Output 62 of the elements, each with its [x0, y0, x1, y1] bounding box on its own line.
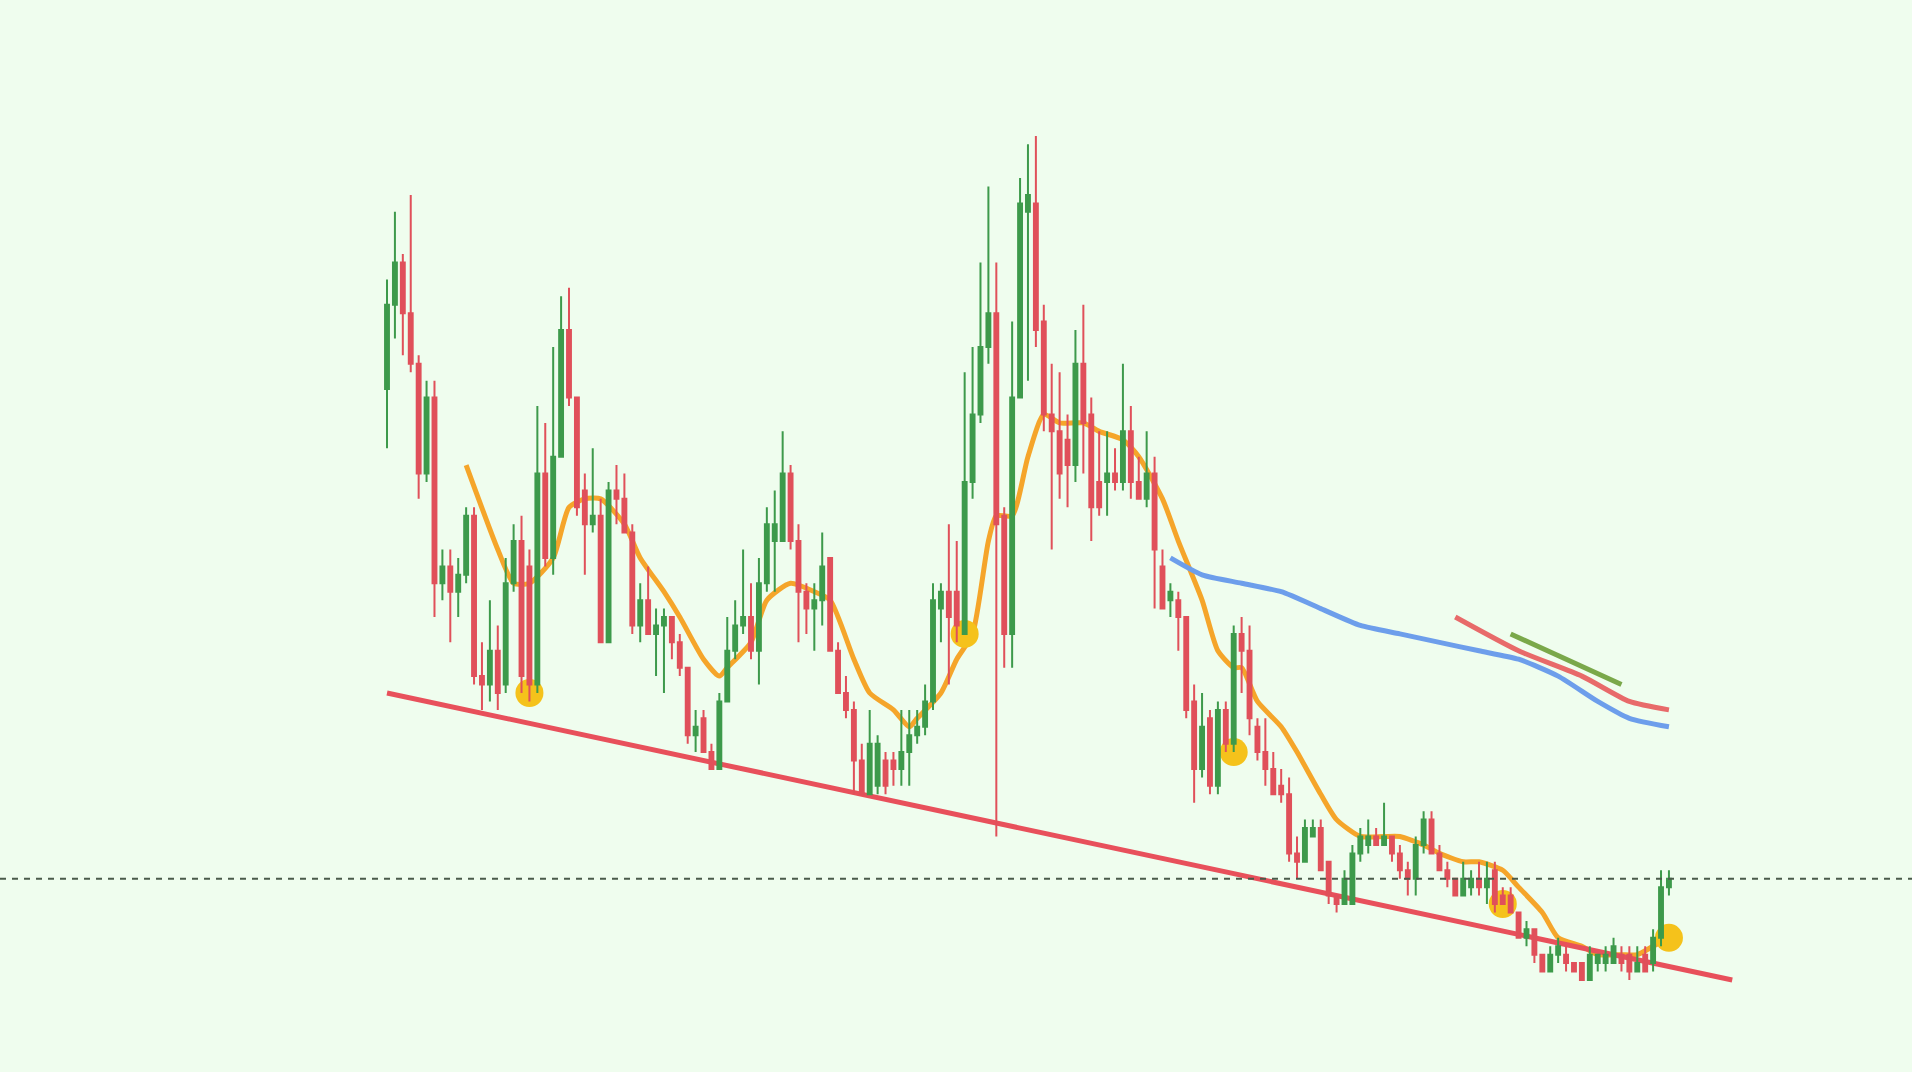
candlestick	[1602, 945, 1609, 973]
candlestick	[890, 751, 897, 787]
candlestick	[1484, 860, 1490, 906]
candlestick	[439, 548, 446, 602]
candlestick	[898, 708, 905, 787]
candlestick	[1460, 860, 1467, 897]
candlestick	[494, 624, 501, 711]
candlestick	[1555, 936, 1562, 965]
candlestick	[1151, 455, 1158, 610]
candlestick	[1491, 860, 1498, 914]
candlestick	[1104, 430, 1111, 517]
candlestick	[534, 405, 541, 694]
candlestick	[1610, 936, 1617, 965]
candlestick	[1143, 430, 1150, 509]
candlestick	[692, 708, 699, 754]
candlestick	[1563, 945, 1569, 973]
candlestick	[1207, 708, 1213, 796]
candlestick	[1468, 869, 1475, 897]
candlestick	[637, 582, 644, 644]
candlestick	[1199, 692, 1205, 779]
candlestick	[589, 447, 596, 534]
candlestick	[1301, 818, 1308, 863]
candlestick	[1381, 801, 1387, 846]
candlestick	[1222, 700, 1229, 754]
candlestick	[447, 548, 454, 644]
candlestick	[1262, 717, 1269, 787]
candlestick	[1531, 928, 1538, 965]
candlestick	[1618, 945, 1625, 973]
candlestick	[597, 497, 604, 644]
candlestick	[882, 751, 889, 796]
candlestick	[1246, 624, 1253, 737]
candlestick	[906, 708, 913, 787]
candlestick	[1230, 624, 1237, 754]
candlestick	[1523, 919, 1530, 948]
candlestick	[613, 464, 620, 526]
candlestick	[1452, 877, 1459, 897]
candlestick	[866, 708, 873, 796]
candlestick	[542, 421, 549, 568]
candlestick	[486, 599, 493, 703]
candlestick	[605, 480, 612, 644]
candlestick	[1594, 953, 1601, 973]
candlestick	[1476, 860, 1482, 897]
candlestick	[1373, 827, 1380, 846]
candlestick	[1072, 329, 1079, 483]
candlestick	[748, 582, 754, 661]
candlestick	[423, 379, 430, 483]
candlestick	[1167, 582, 1174, 619]
candlestick	[431, 379, 438, 619]
candlestick	[1547, 945, 1554, 973]
candlestick	[1578, 962, 1585, 981]
candlestick	[945, 523, 952, 686]
candlestick	[1112, 447, 1118, 492]
candlestick	[1127, 405, 1134, 500]
candlestick	[1586, 945, 1593, 981]
candlestick	[661, 607, 667, 694]
candlestick	[1634, 945, 1641, 973]
candlestick	[1214, 700, 1221, 796]
candlestick	[645, 565, 652, 635]
candlestick	[1642, 945, 1649, 973]
candlestick	[1365, 818, 1372, 855]
candlestick	[1119, 362, 1126, 492]
candlestick	[518, 514, 525, 694]
